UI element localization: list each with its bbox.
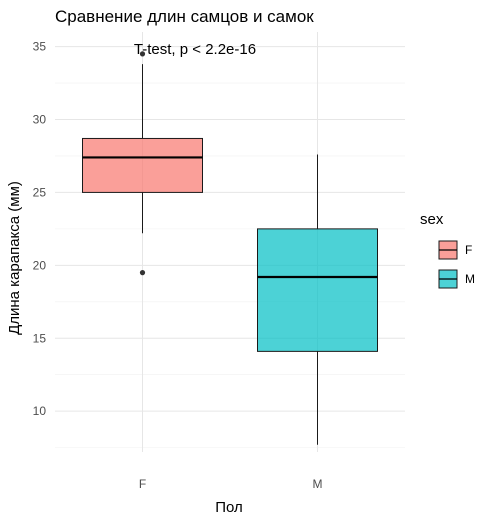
legend-label: M [465,272,475,286]
y-tick-label: 15 [33,331,47,345]
iqr-box [257,228,378,352]
outlier-point [139,51,146,57]
chart-title: Сравнение длин самцов и самок [55,7,314,26]
y-tick-label: 25 [33,185,47,199]
legend-item-F: F [438,240,472,260]
x-tick-label: F [139,477,146,491]
outlier-point [139,270,146,276]
y-tick-label: 30 [33,113,47,127]
box-M [257,154,378,445]
legend: sex FM [420,211,475,289]
y-axis-ticks: 10 15 20 25 30 35 [33,40,47,419]
iqr-box [82,137,203,193]
x-tick-label: M [313,477,323,491]
y-tick-label: 35 [33,40,47,54]
x-axis-title: Пол [215,499,243,516]
y-tick-label: 20 [33,258,47,272]
legend-label: F [465,243,472,257]
legend-title: sex [420,211,444,228]
t-test-annotation: T-test, p < 2.2e-16 [134,41,256,58]
y-axis-title: Длина карапакса (мм) [6,181,23,335]
boxes [82,51,378,445]
legend-item-M: M [438,269,475,289]
legend-items: FM [438,240,475,289]
y-tick-label: 10 [33,404,47,418]
box-F [82,51,203,276]
